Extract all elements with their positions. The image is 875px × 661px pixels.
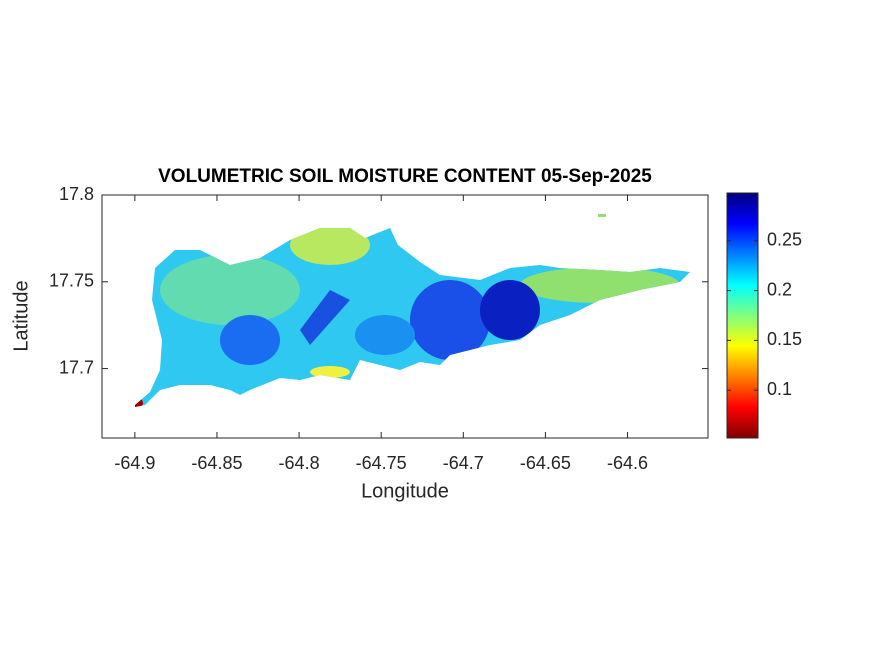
x-tick-label: -64.9 <box>114 453 155 473</box>
moisture-field <box>135 228 690 407</box>
x-tick-label: -64.65 <box>520 453 571 473</box>
y-axis-label: Latitude <box>10 280 32 351</box>
islet <box>598 214 606 217</box>
x-tick-label: -64.85 <box>191 453 242 473</box>
x-tick-label: -64.7 <box>443 453 484 473</box>
colorbar-tick-label: 0.1 <box>767 379 792 399</box>
y-tick-label: 17.7 <box>59 357 94 377</box>
y-tick-label: 17.75 <box>49 271 94 291</box>
chart-title: VOLUMETRIC SOIL MOISTURE CONTENT 05-Sep-… <box>158 166 652 187</box>
x-tick-label: -64.8 <box>279 453 320 473</box>
x-axis-label: Longitude <box>361 480 449 502</box>
y-tick-label: 17.8 <box>59 184 94 204</box>
x-tick-label: -64.6 <box>607 453 648 473</box>
colorbar-tick-label: 0.2 <box>767 279 792 299</box>
colorbar-tick-label: 0.25 <box>767 230 802 250</box>
colorbar-tick-label: 0.15 <box>767 329 802 349</box>
colorbar <box>726 192 759 439</box>
x-tick-label: -64.75 <box>356 453 407 473</box>
axes-box <box>101 194 709 439</box>
